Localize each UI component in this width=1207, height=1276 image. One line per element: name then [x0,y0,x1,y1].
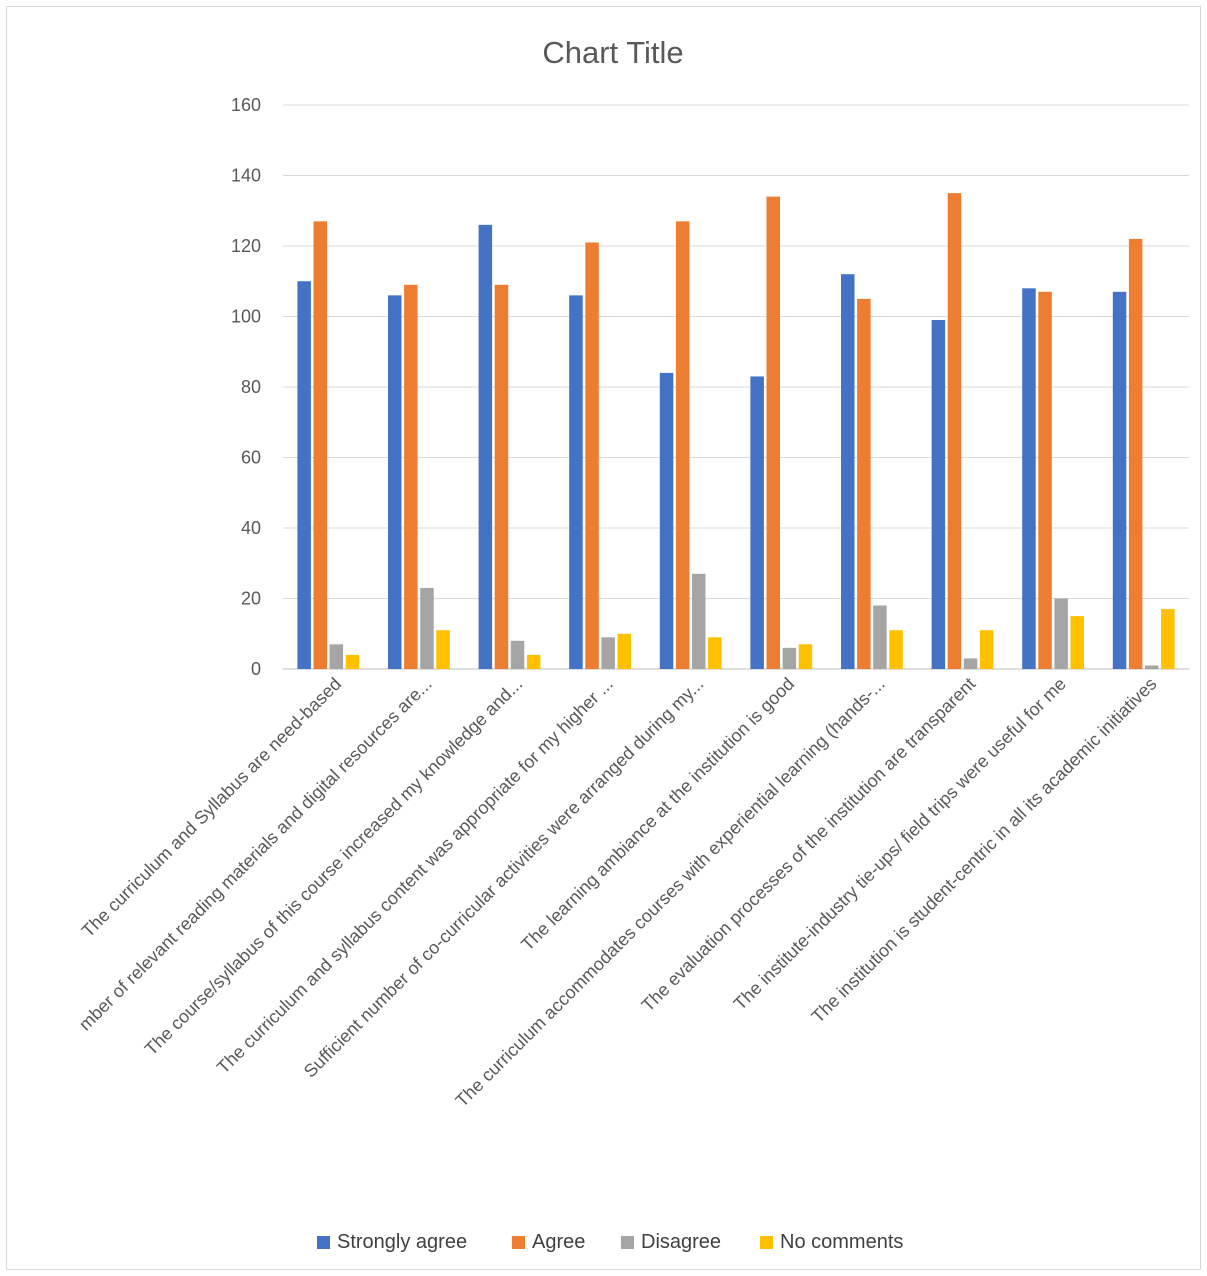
x-category-label: The evaluation processes of the institut… [638,674,980,1016]
x-category-label: mber of relevant reading materials and d… [75,674,436,1035]
chart-title: Chart Title [542,35,683,70]
legend-item: No comments [760,1231,903,1253]
bar-strongly-agree [750,376,764,669]
legend-swatch [621,1236,634,1249]
x-axis-category-labels: The curriculum and Syllabus are need-bas… [75,674,1161,1111]
bar-strongly-agree [569,295,583,669]
bar-agree [313,221,327,669]
y-tick-label: 0 [251,659,261,679]
legend-swatch [317,1236,330,1249]
bar-agree [1128,238,1143,669]
bar-disagree [601,637,615,669]
y-tick-label: 160 [231,95,261,115]
bar-no-comments [1070,616,1084,669]
y-tick-label: 120 [231,236,261,256]
legend-label: Agree [532,1231,585,1253]
legend-label: No comments [780,1231,903,1253]
y-tick-label: 40 [241,518,261,538]
bar-agree [494,284,509,669]
bar-no-comments [708,637,722,669]
legend-item: Strongly agree [317,1231,467,1253]
x-category-label: The institution is student-centric in al… [808,674,1161,1027]
bar-disagree [782,647,797,669]
bar-agree [857,298,871,669]
legend: Strongly agree Agree Disagree No comments [317,1231,903,1253]
y-tick-label: 100 [231,307,261,327]
bar-disagree [510,640,525,669]
bar-no-comments [436,630,450,669]
bar-agree [1038,291,1052,669]
y-tick-label: 140 [231,166,261,186]
x-category-label: The curriculum accommodates courses with… [452,674,889,1111]
bar-disagree [873,605,887,669]
bar-disagree [420,587,434,669]
bar-no-comments [526,654,541,669]
x-category-label: The course/syllabus of this course incre… [141,674,527,1060]
legend-swatch [760,1236,773,1249]
bar-strongly-agree [841,274,855,669]
bar-disagree [963,658,978,669]
bar-agree [585,242,599,669]
bar-strongly-agree [297,281,311,669]
y-tick-label: 60 [241,448,261,468]
bar-no-comments [1161,609,1175,669]
bar-agree [404,284,418,669]
gridlines [283,104,1189,670]
bar-disagree [692,573,706,669]
y-tick-label: 20 [241,589,261,609]
bar-no-comments [798,644,813,669]
bar-no-comments [889,630,903,669]
bar-disagree [329,644,344,669]
bar-disagree [1145,665,1159,669]
legend-item: Disagree [621,1231,721,1253]
bar-no-comments [979,630,994,669]
bar-agree [675,221,690,669]
legend-label: Strongly agree [337,1231,467,1253]
chart-frame: Chart Title 0 20 40 60 80 100 120 140 160 The cu… [6,6,1201,1270]
bar-strongly-agree [478,224,493,669]
bar-strongly-agree [659,372,674,669]
legend-label: Disagree [641,1231,721,1253]
bar-agree [947,193,962,669]
bar-strongly-agree [1022,288,1036,669]
bar-disagree [1054,598,1068,669]
chart: Chart Title 0 20 40 60 80 100 120 140 160 The cu… [75,35,1189,1253]
bar-no-comments [345,654,360,669]
legend-swatch [512,1236,525,1249]
bar-strongly-agree [388,295,402,669]
bar-no-comments [617,633,631,669]
y-axis-tick-labels: 0 20 40 60 80 100 120 140 160 [231,95,261,679]
bar-strongly-agree [931,320,946,669]
y-tick-label: 80 [241,377,261,397]
x-category-label: The institute-industry tie-ups/ field tr… [730,674,1070,1014]
bar-strongly-agree [1112,291,1127,669]
bar-agree [766,196,780,669]
legend-item: Agree [512,1231,585,1253]
bars [297,193,1175,669]
